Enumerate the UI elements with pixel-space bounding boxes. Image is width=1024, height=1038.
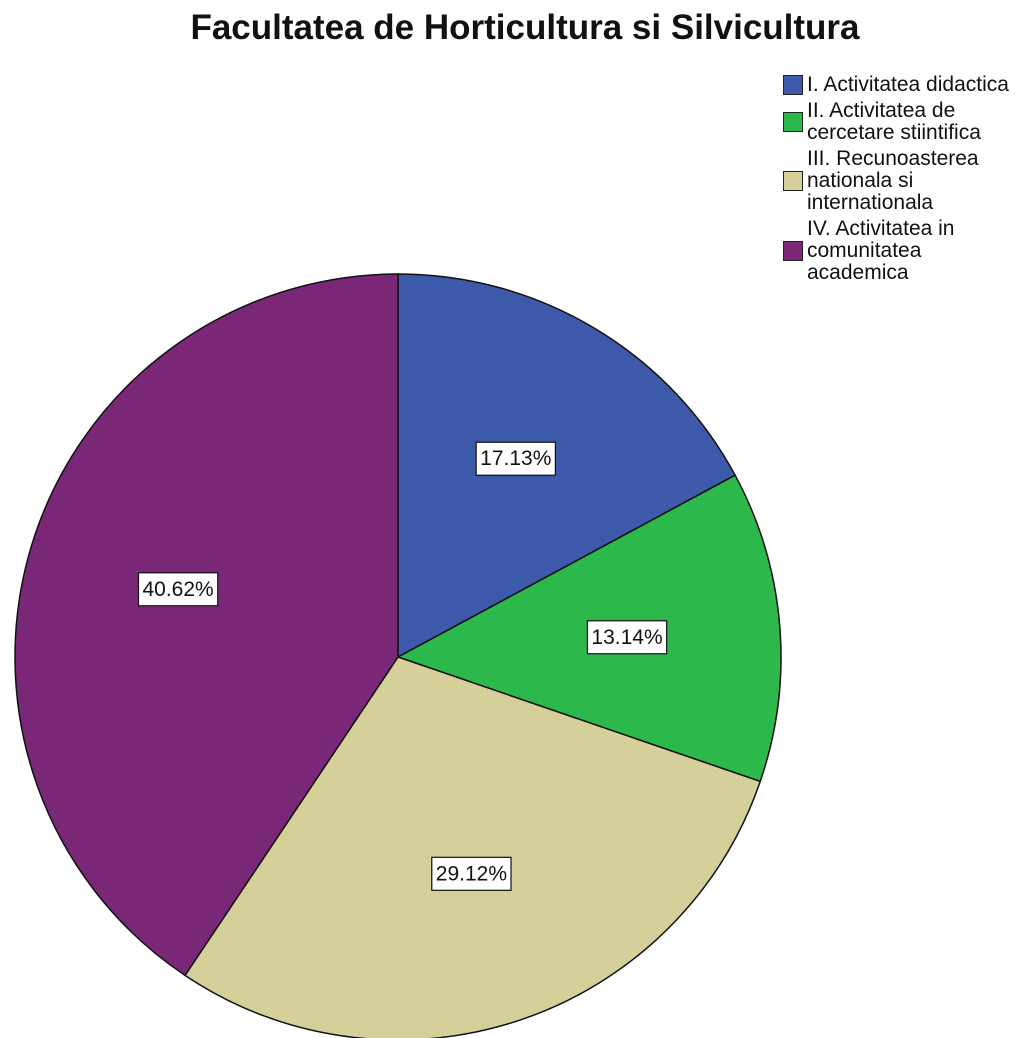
legend-swatch (783, 241, 803, 261)
data-label: 29.12% (436, 862, 507, 885)
legend-label: I. Activitatea didactica (807, 73, 1009, 96)
legend-item: III. Recunoasterea nationala si internat… (783, 148, 1019, 214)
legend-label: II. Activitatea de cercetare stiintifica (807, 99, 981, 144)
legend-item: I. Activitatea didactica (783, 74, 1019, 96)
data-label-box (586, 620, 668, 655)
legend-label: III. Recunoasterea nationala si internat… (807, 147, 979, 214)
legend-swatch (783, 171, 803, 191)
data-label-box (475, 441, 556, 476)
data-label: 17.13% (480, 447, 551, 470)
data-label-box (431, 856, 512, 891)
data-label: 40.62% (142, 578, 213, 601)
legend: I. Activitatea didactica II. Activitatea … (783, 74, 1019, 288)
legend-item: II. Activitatea de cercetare stiintifica (783, 100, 1019, 144)
legend-label: IV. Activitatea in comunitatea academica (807, 217, 955, 284)
pie-slice (397, 273, 737, 659)
pie-slice (183, 656, 762, 1038)
legend-swatch (783, 75, 803, 95)
data-label: 13.14% (591, 626, 662, 649)
data-label-box (137, 572, 219, 607)
legend-swatch (783, 112, 803, 132)
chart-title: Facultatea de Horticultura si Silvicultu… (190, 8, 860, 47)
legend-item: IV. Activitatea in comunitatea academica (783, 218, 1019, 284)
pie-slice (14, 273, 399, 977)
